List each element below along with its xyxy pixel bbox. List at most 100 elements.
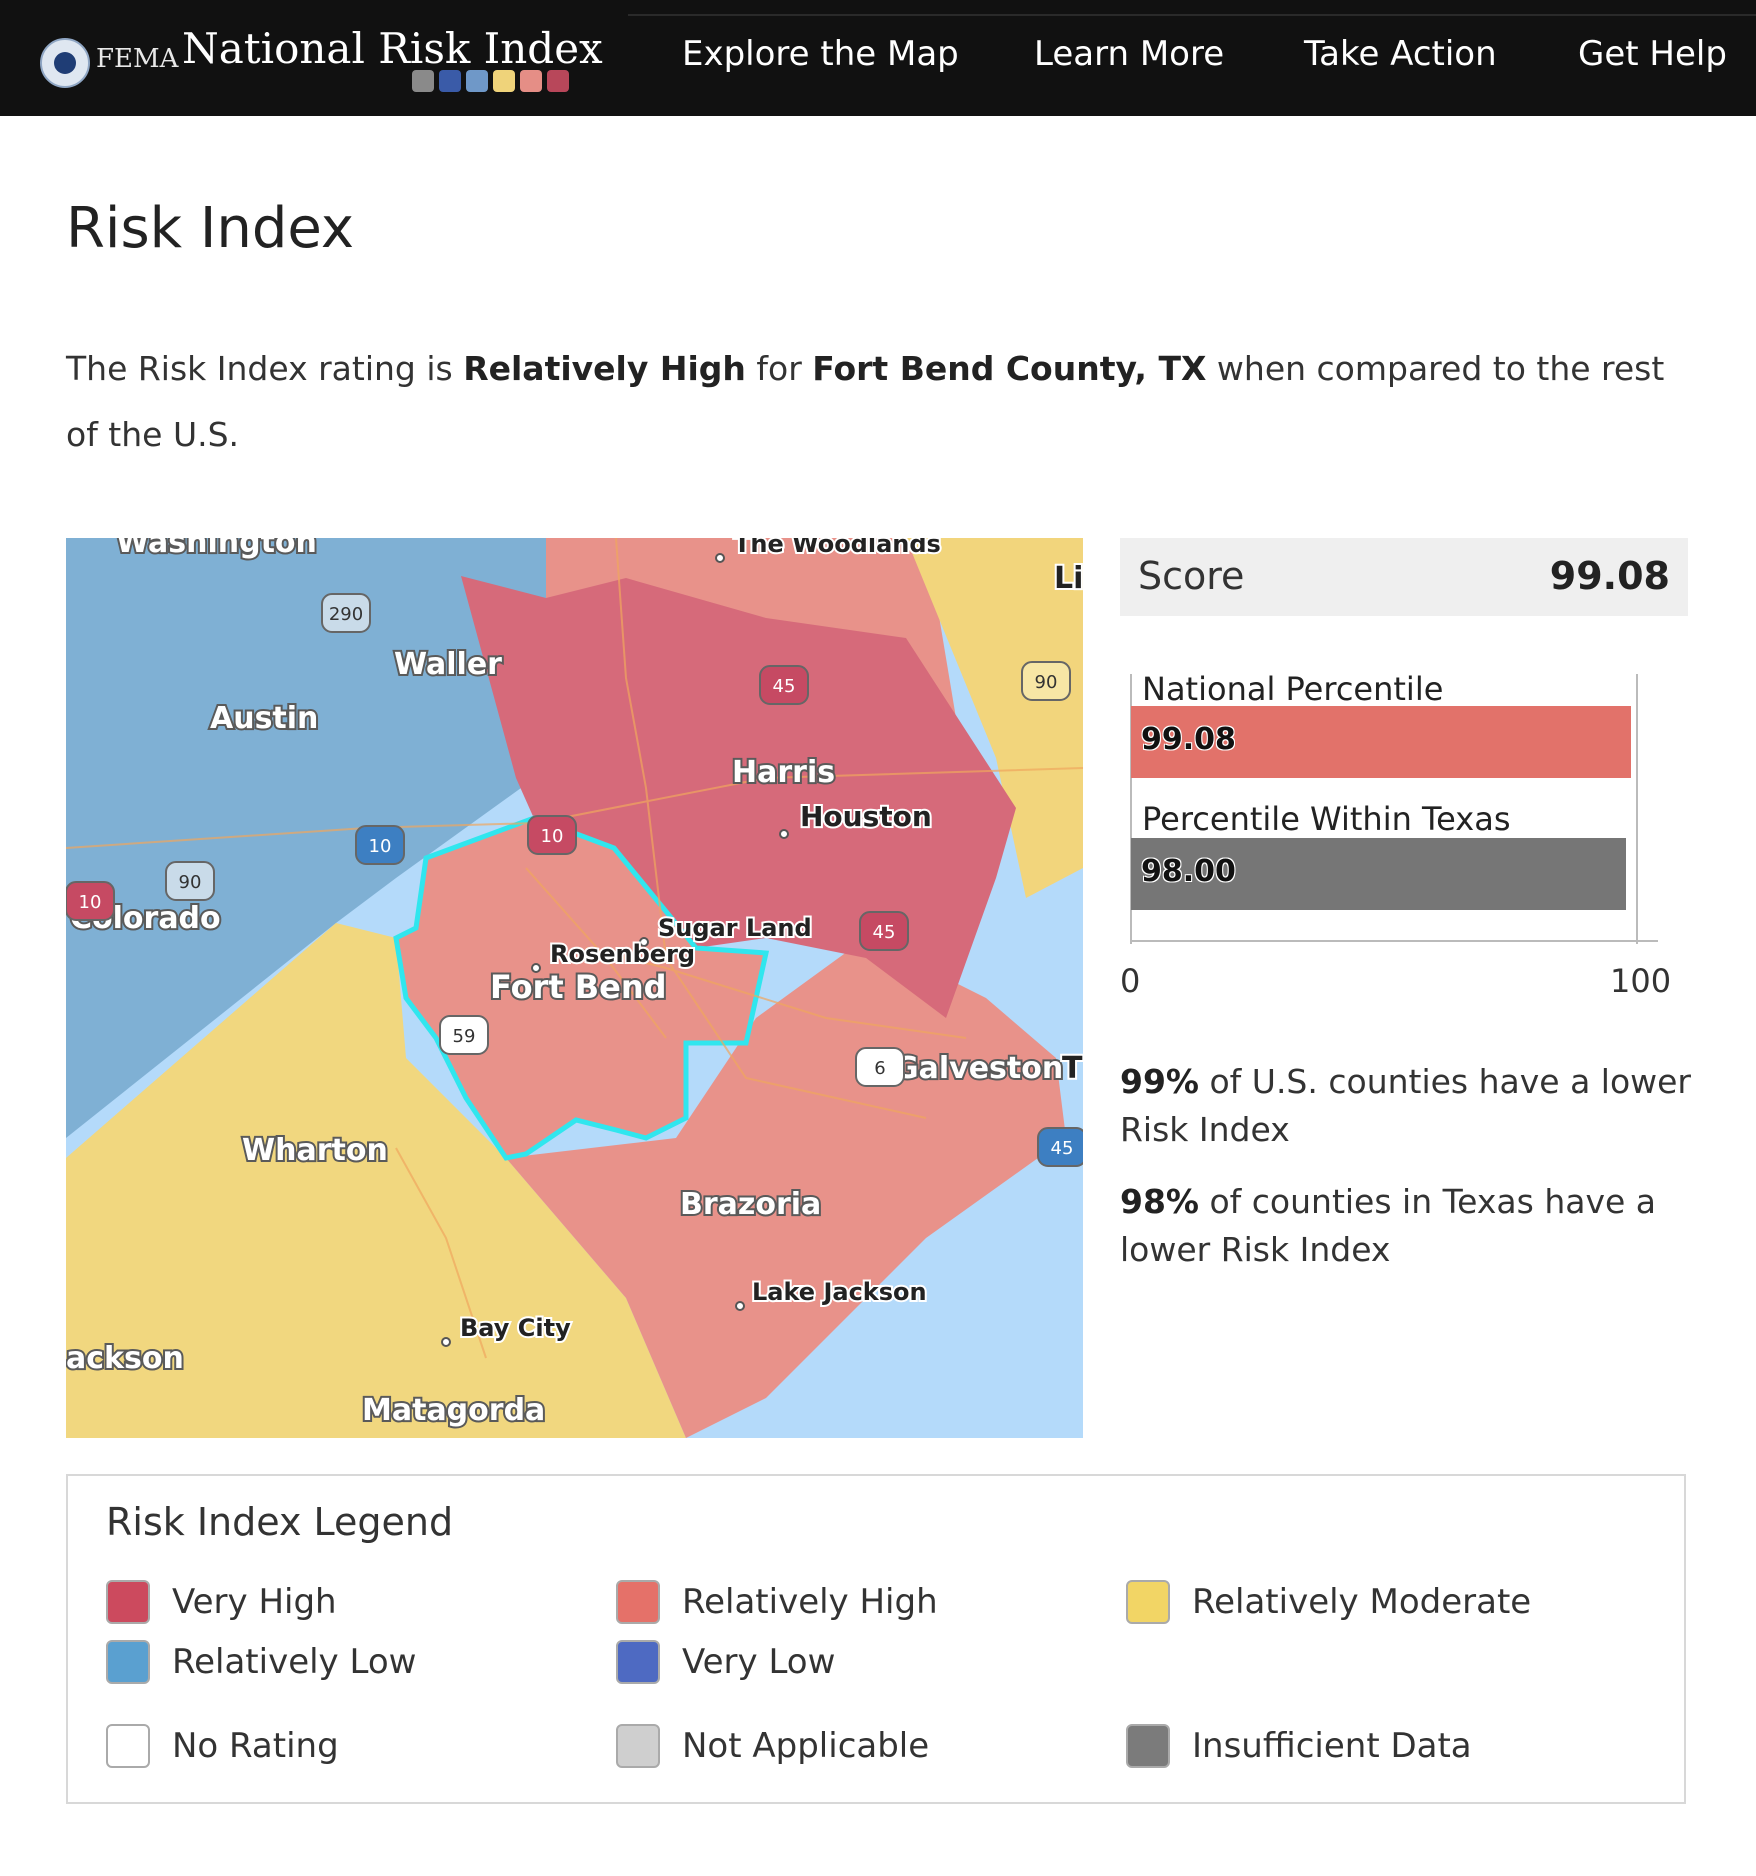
county-label: Fort Bend xyxy=(490,968,667,1006)
city-dot xyxy=(441,1337,451,1347)
intro-suffix: when compared to the rest of the U.S. xyxy=(66,349,1665,454)
county-label: Brazoria xyxy=(680,1187,821,1222)
legend-swatch xyxy=(1126,1580,1170,1624)
legend-swatch xyxy=(106,1640,150,1684)
fema-label: FEMA xyxy=(96,44,179,74)
county-label: Austin xyxy=(210,701,318,736)
city-label: Bay City xyxy=(460,1314,571,1342)
risk-map-svg: WashingtonWallerAustinHarrisColoradoFort… xyxy=(66,538,1083,1438)
dhs-seal-icon xyxy=(40,38,90,88)
legend-swatch xyxy=(616,1640,660,1684)
stat-texas-text: of counties in Texas have a lower Risk I… xyxy=(1120,1182,1657,1269)
road-shield-number: 90 xyxy=(1035,672,1058,693)
road-shield-icon xyxy=(355,825,405,865)
legend-swatch xyxy=(616,1580,660,1624)
score-box: Score 99.08 xyxy=(1120,538,1688,616)
legend-label: Relatively Low xyxy=(172,1642,417,1682)
intro-rating: Relatively High xyxy=(463,349,746,388)
road-shield-number: 10 xyxy=(79,892,102,913)
axis-tick-min: 0 xyxy=(1120,962,1141,1000)
county-label: Waller xyxy=(394,647,502,682)
road-shield-number: 90 xyxy=(179,872,202,893)
risk-map[interactable]: Washington Waller Austin Harris Colorado Fort… xyxy=(66,538,1083,1438)
brand-swatch-0 xyxy=(412,70,434,92)
road-shield-number: 45 xyxy=(773,676,796,697)
road-shield-number: 45 xyxy=(873,922,896,943)
nav-take-action[interactable]: Take Action xyxy=(1304,34,1497,74)
road-shield-number: 10 xyxy=(369,836,392,857)
county-relatively-moderate-east xyxy=(906,538,1083,898)
brand-swatch-3 xyxy=(493,70,515,92)
legend-label: Relatively Moderate xyxy=(1192,1582,1532,1622)
nav-learn-more[interactable]: Learn More xyxy=(1034,34,1225,74)
fort-bend-county-outline[interactable] xyxy=(393,815,770,1161)
city-dot xyxy=(639,937,649,947)
road-shield-icon xyxy=(321,593,371,633)
city-dot xyxy=(531,963,541,973)
score-value: 99.08 xyxy=(1549,554,1670,598)
brand-color-swatches xyxy=(412,70,569,92)
county-label: Matagorda xyxy=(362,1393,545,1428)
page-title: Risk Index xyxy=(66,196,355,261)
city-label: Houston xyxy=(800,800,932,833)
bar-label-texas: Percentile Within Texas xyxy=(1142,800,1511,838)
road-shield-icon xyxy=(855,1047,905,1087)
header-divider xyxy=(628,14,1756,16)
axis-left xyxy=(1130,674,1132,944)
legend-label: Not Applicable xyxy=(682,1726,930,1766)
legend-label: Very High xyxy=(172,1582,337,1622)
nri-home-link[interactable]: FEMA National Risk Index xyxy=(40,24,603,104)
road-shield-icon xyxy=(165,861,215,901)
bar-national-percentile: 99.08 xyxy=(1131,706,1631,778)
intro-prefix: The Risk Index rating is xyxy=(66,349,464,388)
legend-label: Relatively High xyxy=(682,1582,938,1622)
bar-texas-percentile: 98.00 xyxy=(1131,838,1626,910)
road-shield-icon xyxy=(1037,1127,1083,1167)
city-label: Rosenberg xyxy=(550,940,695,968)
bar-label-national: National Percentile xyxy=(1142,670,1444,708)
map-labels: WashingtonWallerAustinHarrisColoradoFort… xyxy=(66,538,1083,1430)
score-label: Score xyxy=(1138,554,1245,598)
bar-value-texas: 98.00 xyxy=(1141,854,1236,889)
road-shield-icon xyxy=(1021,661,1071,701)
brand-swatch-5 xyxy=(547,70,569,92)
stat-texas-bold: 98% xyxy=(1120,1182,1199,1221)
risk-index-legend: Risk Index Legend Very High Relatively Hi… xyxy=(66,1474,1686,1804)
legend-label: Insufficient Data xyxy=(1192,1726,1472,1766)
county-brazoria-galveston xyxy=(506,938,1066,1438)
legend-label: No Rating xyxy=(172,1726,339,1766)
edge-label: T xyxy=(1062,1051,1083,1086)
intro-county: Fort Bend County, TX xyxy=(812,349,1207,388)
nav-explore-the-map[interactable]: Explore the Map xyxy=(682,34,959,74)
city-label: Lake Jackson xyxy=(752,1278,927,1306)
stat-national-text: of U.S. counties have a lower Risk Index xyxy=(1120,1062,1692,1149)
brand-swatch-2 xyxy=(466,70,488,92)
road-shield-icon xyxy=(439,1015,489,1055)
edge-label: Li xyxy=(1054,561,1083,596)
county-relatively-moderate-south xyxy=(66,923,686,1438)
road-shield-number: 59 xyxy=(453,1026,476,1047)
city-label: The Woodlands xyxy=(734,538,941,558)
intro-mid: for xyxy=(745,349,813,388)
top-navigation-bar: FEMA National Risk Index Explore the Map… xyxy=(0,0,1756,116)
nav-get-help[interactable]: Get Help xyxy=(1578,34,1727,74)
brand-swatch-1 xyxy=(439,70,461,92)
percentile-chart: National Percentile 99.08 Percentile Wit… xyxy=(1120,670,1700,1000)
brand-title: National Risk Index xyxy=(182,24,603,73)
county-label: ackson xyxy=(66,1341,184,1376)
city-dot xyxy=(715,553,725,563)
legend-swatch xyxy=(106,1724,150,1768)
stat-national: 99% of U.S. counties have a lower Risk I… xyxy=(1120,1058,1700,1154)
county-harris-very-high xyxy=(461,576,1016,1018)
road-shield-icon xyxy=(527,815,577,855)
axis-tick-max: 100 xyxy=(1610,962,1672,1000)
road-shield-number: 45 xyxy=(1051,1138,1074,1159)
axis-baseline xyxy=(1130,940,1658,942)
county-label: Wharton xyxy=(242,1133,388,1168)
county-label: Washington xyxy=(116,538,317,560)
legend-swatch xyxy=(616,1724,660,1768)
axis-right xyxy=(1636,674,1638,944)
city-label: Sugar Land xyxy=(658,914,812,942)
county-relatively-low xyxy=(66,538,546,1138)
stat-national-bold: 99% xyxy=(1120,1062,1199,1101)
